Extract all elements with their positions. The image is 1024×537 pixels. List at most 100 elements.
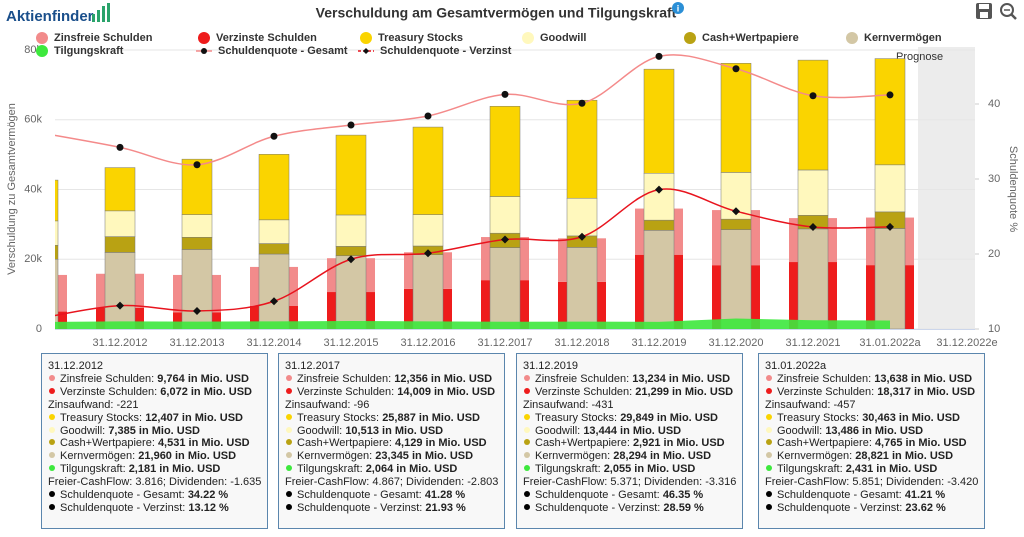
x-tick-label: 31.12.2017 <box>477 337 532 349</box>
bar-segment <box>104 167 136 212</box>
legend-item[interactable]: Zinsfreie Schulden <box>36 32 153 44</box>
tooltip-row: Zinsaufwand: -457 <box>765 399 978 412</box>
legend-item[interactable]: Schuldenquote - Gesamt <box>196 45 348 57</box>
tooltip-value: 29,849 in Mio. USD <box>620 411 718 424</box>
tooltip-label: Schuldenquote - Gesamt: <box>60 489 185 502</box>
y2-axis-title: Schuldenquote % <box>1007 146 1019 232</box>
tooltip-row: Tilgungskraft: 2,181 in Mio. USD <box>48 463 261 476</box>
tooltip-value: 9,764 in Mio. USD <box>157 372 249 385</box>
tooltip-bullet <box>524 439 530 446</box>
line-marker <box>809 92 817 100</box>
tooltip-label: Zinsaufwand: -457 <box>765 398 856 411</box>
legend-label: Schuldenquote - Verzinst <box>380 45 512 57</box>
tooltip-row: Verzinste Schulden: 14,009 in Mio. USD <box>285 386 498 399</box>
legend-label: Cash+Wertpapiere <box>702 32 799 44</box>
tooltip-bullet <box>49 374 55 381</box>
tooltip-label: Cash+Wertpapiere: <box>297 437 392 450</box>
tooltip-value: 34.22 % <box>187 489 229 502</box>
tooltip-label: Cash+Wertpapiere: <box>777 437 872 450</box>
bar-segment <box>104 236 136 253</box>
tooltip-value: 7,385 in Mio. USD <box>108 424 201 437</box>
tooltip-label: Zinsaufwand: -221 <box>48 398 139 411</box>
legend-item[interactable]: Treasury Stocks <box>360 32 463 44</box>
y2-tick-label: 10 <box>988 323 1000 335</box>
tooltip-value: 28,821 in Mio. USD <box>855 450 954 463</box>
tooltip-bullet <box>286 491 292 498</box>
line-marker <box>424 112 432 120</box>
tooltip-label: Schuldenquote - Verzinst: <box>297 501 423 514</box>
legend-marker <box>201 48 207 54</box>
y-tick-label: 40k <box>24 183 42 195</box>
legend-marker <box>360 32 372 44</box>
tooltip-value: 28.59 % <box>663 501 704 514</box>
logo: Aktienfinder <box>6 3 110 25</box>
line-marker <box>886 91 894 99</box>
tooltip-row: Zinsfreie Schulden: 13,234 in Mio. USD <box>523 373 736 386</box>
line-marker <box>732 207 740 216</box>
legend-marker <box>36 32 48 44</box>
x-tick-label: 31.12.2014 <box>246 337 301 349</box>
bar-segment <box>55 274 67 312</box>
bar-segment <box>489 196 521 234</box>
legend-item[interactable]: Schuldenquote - Verzinst <box>358 45 512 57</box>
bar-segment <box>55 220 59 246</box>
bar-segment <box>797 228 829 330</box>
legend-label: Treasury Stocks <box>378 32 463 44</box>
legend-marker <box>36 45 48 57</box>
tooltip-bullet <box>49 426 55 433</box>
tooltip-row: Zinsaufwand: -221 <box>48 399 261 412</box>
annotation: Prognose <box>896 51 943 63</box>
legend-item[interactable]: Verzinste Schulden <box>198 32 317 44</box>
tooltip-label: Schuldenquote - Gesamt: <box>535 489 660 502</box>
legend-item[interactable]: Cash+Wertpapiere <box>684 32 799 44</box>
tooltip-bullet <box>766 387 772 394</box>
tooltip-bullet <box>766 465 772 472</box>
info-icon-i: i <box>677 3 680 13</box>
bar-segment <box>720 63 752 173</box>
tooltip-row: Zinsfreie Schulden: 12,356 in Mio. USD <box>285 373 498 386</box>
bar-segment <box>181 237 213 250</box>
zoom-out-icon[interactable] <box>1000 3 1017 20</box>
tooltip-value: 25,887 in Mio. USD <box>382 411 480 424</box>
tooltip-row: Schuldenquote - Gesamt: 46.35 % <box>523 489 736 502</box>
tooltip-label: Freier-CashFlow: 4.867; Dividenden: -2.8… <box>285 476 499 489</box>
bar-segment <box>335 255 367 330</box>
info-icon[interactable] <box>672 2 684 14</box>
bar-segment <box>874 58 906 166</box>
tooltip: 31.12.2017 Zinsfreie Schulden: 12,356 in … <box>278 353 505 529</box>
tooltip-bullet <box>49 491 55 498</box>
tooltip-label: Schuldenquote - Gesamt: <box>777 489 902 502</box>
tooltip-label: Zinsaufwand: -96 <box>285 398 370 411</box>
bar-segment <box>181 249 213 330</box>
tooltip-value: 13,444 in Mio. USD <box>583 424 682 437</box>
legend-marker <box>522 32 534 44</box>
tooltip-label: Goodwill: <box>297 424 343 437</box>
legend-item[interactable]: Tilgungskraft <box>36 45 124 57</box>
tooltip-row: Schuldenquote - Verzinst: 21.93 % <box>285 502 498 515</box>
legend-item[interactable]: Kernvermögen <box>846 32 942 44</box>
tooltip-label: Freier-CashFlow: 3.816; Dividenden: -1.6… <box>48 476 262 489</box>
y-tick-label: 20k <box>24 253 42 265</box>
tooltip-row: Zinsaufwand: -96 <box>285 399 498 412</box>
legend-item[interactable]: Goodwill <box>522 32 586 44</box>
legend-label: Tilgungskraft <box>54 45 124 57</box>
tooltip-value: 28,294 in Mio. USD <box>613 450 712 463</box>
line-marker <box>578 232 586 241</box>
tooltip-label: Cash+Wertpapiere: <box>535 437 630 450</box>
tooltip-label: Zinsfreie Schulden: <box>777 372 872 385</box>
tooltip-date: 31.12.2012 <box>48 360 104 372</box>
tooltip-row: Kernvermögen: 28,821 in Mio. USD <box>765 450 978 463</box>
legend-label: Verzinste Schulden <box>216 32 317 44</box>
tooltip-bullet <box>49 465 55 472</box>
bar-segment <box>566 197 598 237</box>
tooltip-bullet <box>286 426 292 433</box>
save-icon[interactable] <box>976 3 992 19</box>
tooltip-row: Tilgungskraft: 2,431 in Mio. USD <box>765 463 978 476</box>
tooltip-value: 13,638 in Mio. USD <box>874 372 973 385</box>
line-marker <box>809 223 817 231</box>
tooltip-row: Freier-CashFlow: 4.867; Dividenden: -2.8… <box>285 476 498 489</box>
line-marker <box>39 314 47 322</box>
tooltip-label: Verzinste Schulden: <box>60 385 158 398</box>
tooltip-value: 12,356 in Mio. USD <box>394 372 493 385</box>
